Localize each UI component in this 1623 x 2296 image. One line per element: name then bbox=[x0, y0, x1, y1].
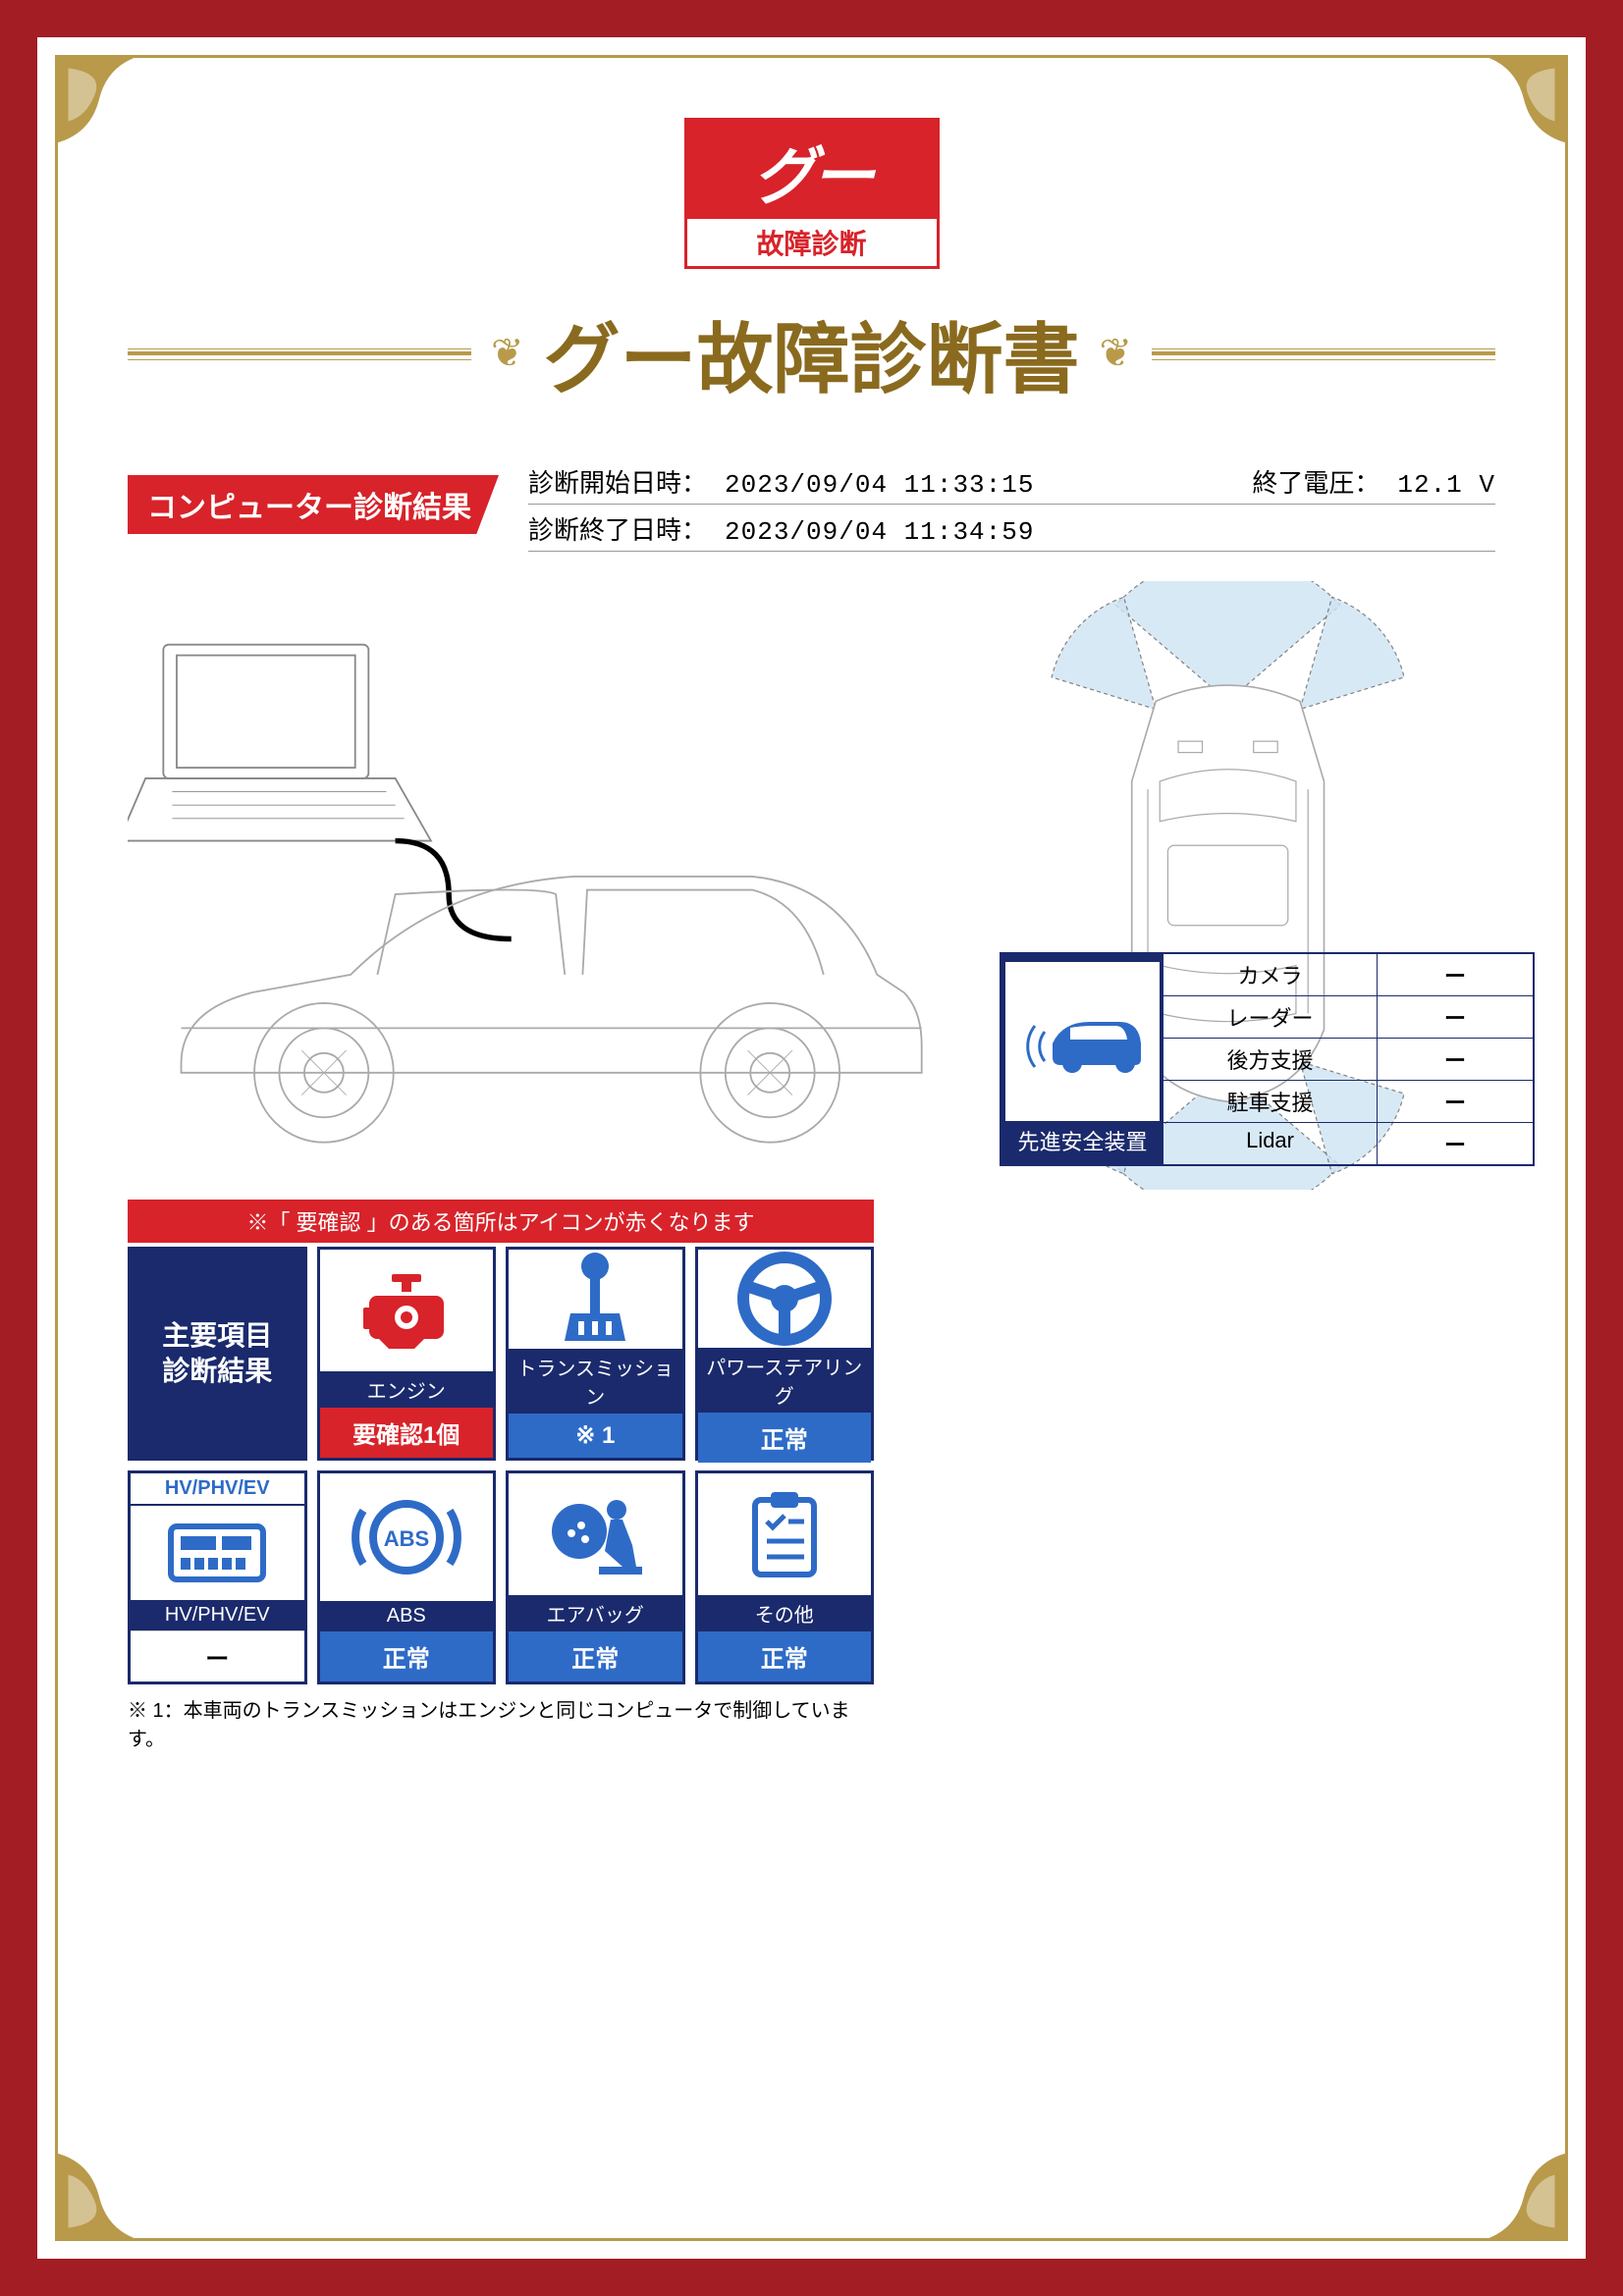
car-side-diagram bbox=[128, 581, 931, 1190]
footnote: ※ 1：本車両のトランスミッションはエンジンと同じコンピュータで制御しています。 bbox=[128, 1694, 874, 1751]
safety-key: 後方支援 bbox=[1163, 1039, 1378, 1080]
diag-engine: エンジン 要確認1個 bbox=[317, 1247, 497, 1461]
diag-header: 主要項目 診断結果 bbox=[128, 1247, 307, 1461]
hv-icon bbox=[131, 1506, 304, 1600]
start-value: 2023/09/04 11:33:15 bbox=[725, 470, 1034, 500]
airbag-icon bbox=[509, 1473, 682, 1595]
safety-key: Lidar bbox=[1163, 1123, 1378, 1164]
safety-row: 駐車支援ー bbox=[1163, 1081, 1533, 1123]
transmission-status: ※ 1 bbox=[509, 1414, 682, 1458]
abs-status: 正常 bbox=[320, 1631, 494, 1682]
diag-grid-row2: HV/PHV/EV HV/PHV/EV ー ABS ABS 正常 bbox=[128, 1470, 874, 1684]
title-ornament-icon: ❦ bbox=[1100, 331, 1133, 376]
clipboard-icon bbox=[698, 1473, 872, 1595]
other-status: 正常 bbox=[698, 1631, 872, 1682]
safety-val: ー bbox=[1378, 1123, 1533, 1164]
transmission-icon bbox=[509, 1250, 682, 1349]
svg-text:ABS: ABS bbox=[384, 1526, 429, 1551]
page-title: グー故障診断書 bbox=[544, 298, 1080, 408]
diag-transmission: トランスミッション ※ 1 bbox=[506, 1247, 685, 1461]
steering-status: 正常 bbox=[698, 1413, 872, 1463]
transmission-label: トランスミッション bbox=[509, 1349, 682, 1414]
engine-icon bbox=[320, 1250, 494, 1371]
hv-status: ー bbox=[131, 1630, 304, 1682]
safety-heading: 先進安全装置 bbox=[1017, 1125, 1147, 1156]
other-label: その他 bbox=[698, 1595, 872, 1631]
safety-key: 駐車支援 bbox=[1163, 1081, 1378, 1122]
voltage-value: 12.1 V bbox=[1397, 470, 1495, 500]
diag-other: その他 正常 bbox=[695, 1470, 875, 1684]
end-label: 診断終了日時： bbox=[528, 510, 707, 547]
safety-rows: カメラー レーダーー 後方支援ー 駐車支援ー Lidarー bbox=[1163, 954, 1533, 1164]
safety-val: ー bbox=[1378, 1039, 1533, 1080]
steering-icon bbox=[698, 1250, 872, 1348]
meta-row-start: 診断開始日時： 2023/09/04 11:33:15 終了電圧： 12.1 V bbox=[528, 457, 1495, 505]
safety-key: カメラ bbox=[1163, 954, 1378, 995]
safety-car-icon bbox=[1005, 962, 1160, 1121]
diag-grid-row1: 主要項目 診断結果 エンジン 要確認1個 トランスミッション ※ 1 bbox=[128, 1247, 874, 1461]
safety-val: ー bbox=[1378, 996, 1533, 1038]
title-row: ❦ グー故障診断書 ❦ bbox=[128, 298, 1495, 408]
section-header: コンピューター診断結果 診断開始日時： 2023/09/04 11:33:15 … bbox=[128, 457, 1495, 552]
safety-val: ー bbox=[1378, 954, 1533, 995]
content-area: グー 故障診断 ❦ グー故障診断書 ❦ コンピューター診断結果 診断開始日時： … bbox=[88, 88, 1535, 2208]
airbag-label: エアバッグ bbox=[509, 1595, 682, 1631]
diag-note: ※「 要確認 」のある箇所はアイコンが赤くなります bbox=[128, 1200, 874, 1243]
title-line-right bbox=[1152, 351, 1495, 355]
section-heading: コンピューター診断結果 bbox=[128, 475, 499, 534]
brand-logo: グー 故障診断 bbox=[684, 118, 940, 269]
diag-hv: HV/PHV/EV HV/PHV/EV ー bbox=[128, 1470, 307, 1684]
safety-row: カメラー bbox=[1163, 954, 1533, 996]
airbag-status: 正常 bbox=[509, 1631, 682, 1682]
title-ornament-icon: ❦ bbox=[491, 331, 524, 376]
safety-row: レーダーー bbox=[1163, 996, 1533, 1039]
abs-icon: ABS bbox=[320, 1473, 494, 1601]
hv-label: HV/PHV/EV bbox=[131, 1600, 304, 1630]
voltage-label: 終了電圧： bbox=[1252, 463, 1380, 500]
abs-label: ABS bbox=[320, 1601, 494, 1631]
hv-top-label: HV/PHV/EV bbox=[131, 1473, 304, 1506]
steering-label: パワーステアリング bbox=[698, 1348, 872, 1413]
meta-row-end: 診断終了日時： 2023/09/04 11:34:59 bbox=[528, 505, 1495, 552]
logo-top: グー bbox=[687, 121, 937, 219]
safety-heading-cell: 先進安全装置 bbox=[1001, 954, 1163, 1164]
safety-row: 後方支援ー bbox=[1163, 1039, 1533, 1081]
title-line-left bbox=[128, 351, 471, 355]
engine-label: エンジン bbox=[320, 1371, 494, 1408]
meta-block: 診断開始日時： 2023/09/04 11:33:15 終了電圧： 12.1 V… bbox=[518, 457, 1495, 552]
diag-airbag: エアバッグ 正常 bbox=[506, 1470, 685, 1684]
end-value: 2023/09/04 11:34:59 bbox=[725, 517, 1034, 547]
diag-abs: ABS ABS 正常 bbox=[317, 1470, 497, 1684]
start-label: 診断開始日時： bbox=[528, 463, 707, 500]
safety-table: 先進安全装置 カメラー レーダーー 後方支援ー 駐車支援ー Lidarー bbox=[1000, 952, 1535, 1166]
logo-bottom: 故障診断 bbox=[687, 219, 937, 266]
safety-row: Lidarー bbox=[1163, 1123, 1533, 1164]
safety-val: ー bbox=[1378, 1081, 1533, 1122]
diag-steering: パワーステアリング 正常 bbox=[695, 1247, 875, 1461]
diag-header-text: 主要項目 診断結果 bbox=[162, 1318, 272, 1390]
safety-key: レーダー bbox=[1163, 996, 1378, 1038]
engine-status: 要確認1個 bbox=[320, 1408, 494, 1458]
